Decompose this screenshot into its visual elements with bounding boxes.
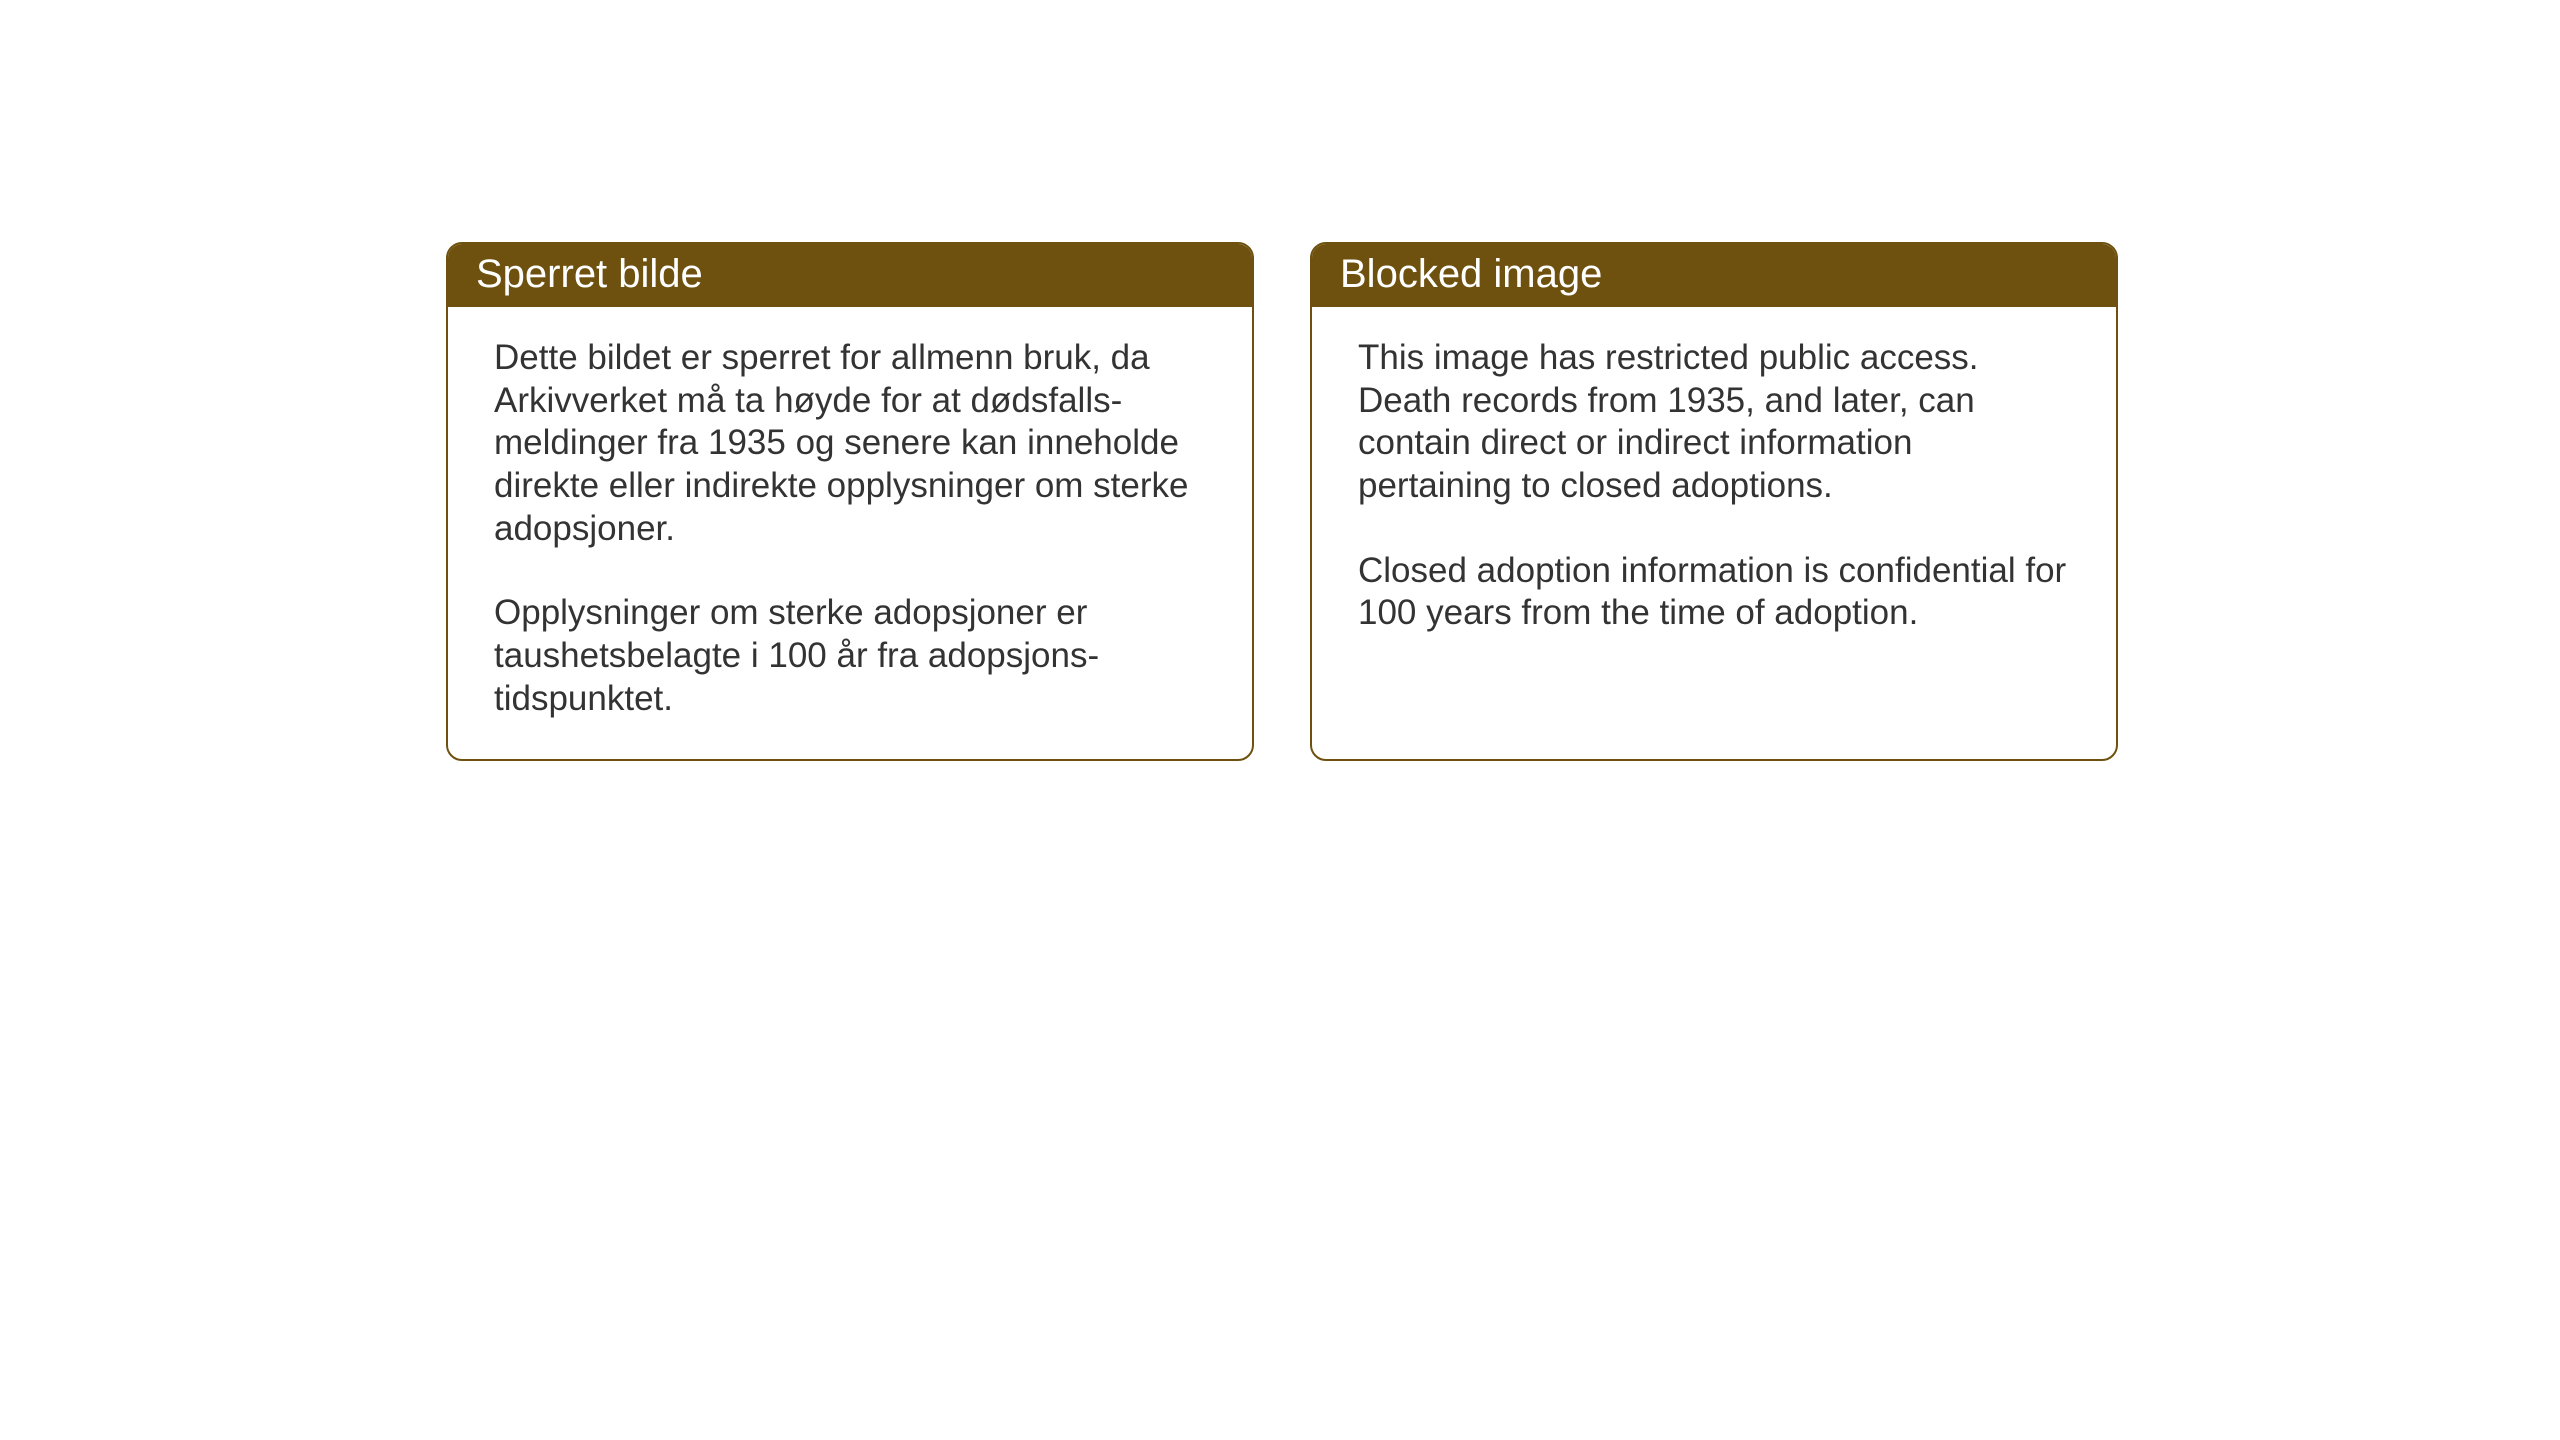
english-paragraph-1: This image has restricted public access.… xyxy=(1358,337,2070,508)
norwegian-card-header: Sperret bilde xyxy=(448,244,1252,307)
english-card: Blocked image This image has restricted … xyxy=(1310,242,2118,761)
cards-container: Sperret bilde Dette bildet er sperret fo… xyxy=(446,242,2118,761)
english-card-title: Blocked image xyxy=(1340,252,1602,296)
english-card-body: This image has restricted public access.… xyxy=(1312,307,2116,749)
norwegian-card-title: Sperret bilde xyxy=(476,252,703,296)
english-card-header: Blocked image xyxy=(1312,244,2116,307)
english-paragraph-2: Closed adoption information is confident… xyxy=(1358,550,2070,635)
norwegian-card: Sperret bilde Dette bildet er sperret fo… xyxy=(446,242,1254,761)
norwegian-card-body: Dette bildet er sperret for allmenn bruk… xyxy=(448,307,1252,759)
norwegian-paragraph-2: Opplysninger om sterke adopsjoner er tau… xyxy=(494,592,1206,720)
norwegian-paragraph-1: Dette bildet er sperret for allmenn bruk… xyxy=(494,337,1206,550)
